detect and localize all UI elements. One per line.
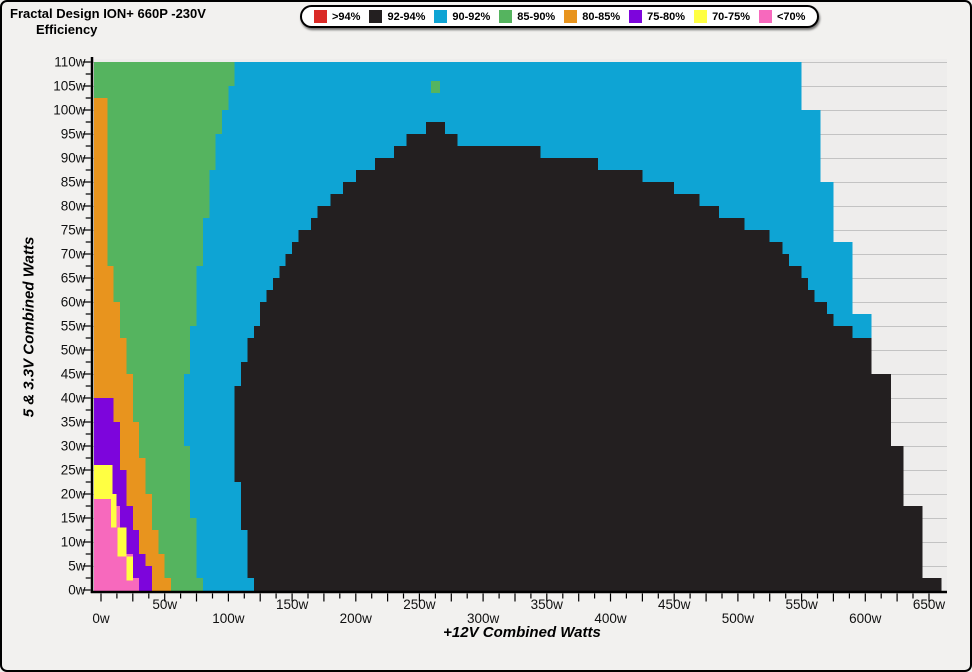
y-tick-label: 35w [61, 415, 86, 430]
y-tick-label: 20w [61, 487, 86, 502]
x-tick-label: 650w [913, 597, 946, 612]
chart-title-line1: Fractal Design ION+ 660P -230V [10, 6, 206, 22]
x-tick-label: 600w [849, 611, 882, 626]
y-axis-title: 5 & 3.3V Combined Watts [21, 237, 38, 418]
legend-swatch [759, 10, 772, 23]
x-tick-label: 150w [276, 597, 309, 612]
legend-swatch [629, 10, 642, 23]
legend-swatch [564, 10, 577, 23]
x-tick-label: 100w [212, 611, 245, 626]
legend-label: 70-75% [712, 11, 750, 23]
legend-label: 92-94% [387, 11, 425, 23]
legend-item-75-80%: 75-80% [629, 10, 685, 23]
y-tick-label: 10w [61, 535, 86, 550]
region-70-75_patch_2 [111, 494, 116, 528]
legend-item-70-75%: 70-75% [694, 10, 750, 23]
legend-swatch [434, 10, 447, 23]
legend-label: 75-80% [647, 11, 685, 23]
chart-title-line2: Efficiency [36, 22, 206, 38]
x-tick-label: 500w [722, 611, 755, 626]
legend-swatch [499, 10, 512, 23]
legend-item-92-94%: 92-94% [369, 10, 425, 23]
x-tick-label: 550w [785, 597, 818, 612]
legend-label: 80-85% [582, 11, 620, 23]
efficiency-map-chart: 0w50w100w150w200w250w300w350w400w450w500… [2, 2, 972, 672]
x-tick-label: 250w [403, 597, 436, 612]
y-tick-label: 85w [61, 175, 86, 190]
x-tick-labels: 0w50w100w150w200w250w300w350w400w450w500… [92, 597, 945, 626]
legend-label: >94% [332, 11, 360, 23]
legend-item-85-90%: 85-90% [499, 10, 555, 23]
y-tick-label: 30w [61, 439, 86, 454]
legend-item-80-85%: 80-85% [564, 10, 620, 23]
y-tick-labels: 0w 5w 10w 15w 20w 25w 30w 35w 40w 45w 50w 55w 60w 65w… [53, 55, 86, 598]
y-tick-label: 40w [61, 391, 86, 406]
legend-swatch [314, 10, 327, 23]
y-tick-label: 60w [61, 295, 86, 310]
region-85-90_outlier_cell [431, 81, 440, 93]
y-tick-label: 0w [68, 583, 86, 598]
x-tick-label: 450w [658, 597, 691, 612]
y-tick-label: 70w [61, 247, 86, 262]
region-70-75_patch_3 [118, 528, 127, 557]
x-tick-label: 350w [531, 597, 564, 612]
y-tick-label: 50w [61, 343, 86, 358]
y-tick-label: 95w [61, 127, 86, 142]
y-tick-label: 65w [61, 271, 86, 286]
efficiency-regions [94, 62, 942, 591]
y-tick-label: 110w [54, 55, 86, 70]
x-tick-label: 200w [340, 611, 373, 626]
legend-item->94%: >94% [314, 10, 360, 23]
x-tick-label: 50w [152, 597, 177, 612]
legend-label: 90-92% [452, 11, 490, 23]
chart-title: Fractal Design ION+ 660P -230V Efficienc… [10, 6, 206, 38]
y-tick-label: 45w [61, 367, 86, 382]
legend-swatch [694, 10, 707, 23]
y-tick-label: 75w [61, 223, 86, 238]
y-tick-label: 55w [61, 319, 86, 334]
region-70-75_patch_4 [127, 556, 133, 580]
region-70-75_patch_1 [94, 465, 113, 499]
x-axis-title: +12V Combined Watts [443, 624, 601, 641]
legend: >94% 92-94% 90-92% 85-90% 80-85% 75-80% 70-75%… [300, 5, 819, 28]
chart-frame: 0w50w100w150w200w250w300w350w400w450w500… [0, 0, 972, 672]
y-tick-label: 80w [61, 199, 86, 214]
legend-item-90-92%: 90-92% [434, 10, 490, 23]
legend-label: <70% [777, 11, 805, 23]
legend-label: 85-90% [517, 11, 555, 23]
y-tick-label: 25w [61, 463, 86, 478]
y-tick-label: 100w [53, 103, 86, 118]
y-tick-label: 90w [61, 151, 86, 166]
y-tick-label: 5w [68, 559, 86, 574]
legend-item-<70%: <70% [759, 10, 805, 23]
y-tick-label: 15w [61, 511, 86, 526]
x-tick-label: 0w [92, 611, 110, 626]
y-tick-label: 105w [53, 79, 86, 94]
legend-swatch [369, 10, 382, 23]
